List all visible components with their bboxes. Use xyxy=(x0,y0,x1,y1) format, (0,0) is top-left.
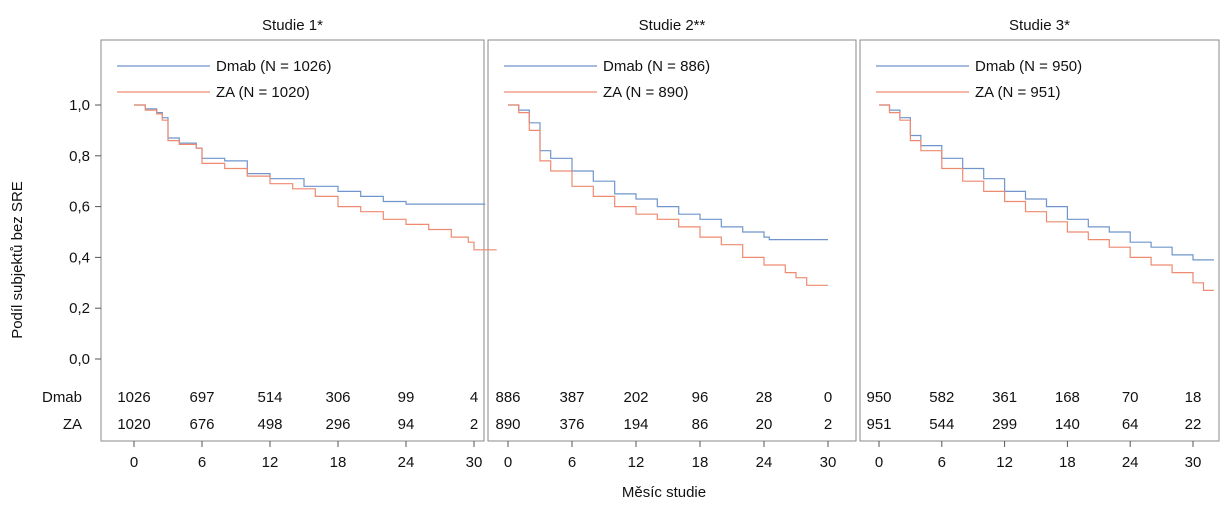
km-curve-za xyxy=(508,104,828,286)
x-tick-label: 24 xyxy=(398,454,415,471)
at-risk-value-za: 22 xyxy=(1185,416,1202,433)
at-risk-value-za: 140 xyxy=(1055,416,1080,433)
panel-frames xyxy=(100,39,1220,442)
at-risk-value-za: 676 xyxy=(189,416,214,433)
panel-2: Studie 2** Dmab (N = 886) ZA (N = 890) 886 3… xyxy=(495,17,832,433)
x-tick-label: 0 xyxy=(875,454,883,471)
at-risk-value-za: 86 xyxy=(692,416,709,433)
x-tick-label: 24 xyxy=(756,454,773,471)
y-tick-label: 0,0 xyxy=(69,351,90,368)
x-axis-label: Měsíc studie xyxy=(622,484,706,501)
x-tick-label: 12 xyxy=(996,454,1013,471)
legend-label-dmab: Dmab (N = 950) xyxy=(975,58,1082,75)
panel-3: Studie 3* Dmab (N = 950) ZA (N = 951) 950 58… xyxy=(866,17,1214,433)
risk-row-label: Dmab xyxy=(42,389,82,406)
x-tick-label: 6 xyxy=(938,454,946,471)
at-risk-value-dmab: 697 xyxy=(189,389,214,406)
x-tick-label: 18 xyxy=(330,454,347,471)
panel-title: Studie 3* xyxy=(1009,17,1070,34)
panel-title: Studie 1* xyxy=(262,17,323,34)
x-tick-label: 30 xyxy=(820,454,837,471)
km-curve-za xyxy=(879,104,1214,291)
at-risk-value-za: 890 xyxy=(495,416,520,433)
at-risk-value-dmab: 886 xyxy=(495,389,520,406)
at-risk-value-za: 498 xyxy=(257,416,282,433)
km-curve-za xyxy=(134,104,497,251)
at-risk-value-dmab: 96 xyxy=(692,389,709,406)
panel-frame xyxy=(487,39,857,442)
legend-label-za: ZA (N = 951) xyxy=(975,84,1060,101)
y-tick-label: 1,0 xyxy=(69,97,90,114)
at-risk-value-za: 64 xyxy=(1122,416,1139,433)
at-risk-value-za: 94 xyxy=(398,416,415,433)
x-tick-label: 12 xyxy=(628,454,645,471)
y-axis-label: Podíl subjektů bez SRE xyxy=(9,181,26,339)
at-risk-value-dmab: 361 xyxy=(992,389,1017,406)
x-tick-label: 0 xyxy=(130,454,138,471)
x-tick-label: 6 xyxy=(568,454,576,471)
at-risk-value-dmab: 514 xyxy=(257,389,282,406)
x-tick-label: 30 xyxy=(1185,454,1202,471)
at-risk-value-za: 376 xyxy=(559,416,584,433)
panel-title: Studie 2** xyxy=(639,17,706,34)
legend-label-za: ZA (N = 1020) xyxy=(216,84,310,101)
x-tick-label: 18 xyxy=(1059,454,1076,471)
at-risk-value-dmab: 18 xyxy=(1185,389,1202,406)
panel-frame xyxy=(859,39,1220,442)
legend-label-dmab: Dmab (N = 1026) xyxy=(216,58,331,75)
at-risk-value-za: 1020 xyxy=(117,416,150,433)
at-risk-value-za: 2 xyxy=(824,416,832,433)
legend-label-za: ZA (N = 890) xyxy=(603,84,688,101)
at-risk-value-dmab: 950 xyxy=(866,389,891,406)
at-risk-value-za: 544 xyxy=(929,416,954,433)
at-risk-value-dmab: 387 xyxy=(559,389,584,406)
x-axis: 0 6 12 18 24 30 0 6 12 18 24 30 0 6 12 18 24 30 xyxy=(130,441,1202,471)
x-tick-label: 12 xyxy=(262,454,279,471)
at-risk-value-dmab: 99 xyxy=(398,389,415,406)
at-risk-value-dmab: 70 xyxy=(1122,389,1139,406)
panel-1: Studie 1* Dmab (N = 1026) ZA (N = 1020) 102… xyxy=(117,17,497,433)
at-risk-value-za: 194 xyxy=(623,416,648,433)
x-tick-label: 18 xyxy=(692,454,709,471)
y-tick-label: 0,8 xyxy=(69,148,90,165)
at-risk-value-za: 299 xyxy=(992,416,1017,433)
at-risk-value-za: 951 xyxy=(866,416,891,433)
y-axis: 1,0 0,8 0,6 0,4 0,2 0,0 Dmab ZA xyxy=(42,97,101,433)
y-tick-label: 0,4 xyxy=(69,249,90,266)
at-risk-value-dmab: 306 xyxy=(325,389,350,406)
at-risk-value-dmab: 0 xyxy=(824,389,832,406)
at-risk-value-za: 2 xyxy=(470,416,478,433)
km-curve-dmab xyxy=(508,104,828,241)
at-risk-value-dmab: 1026 xyxy=(117,389,150,406)
legend-label-dmab: Dmab (N = 886) xyxy=(603,58,710,75)
at-risk-value-za: 296 xyxy=(325,416,350,433)
y-tick-label: 0,2 xyxy=(69,300,90,317)
x-tick-label: 6 xyxy=(198,454,206,471)
risk-row-label: ZA xyxy=(63,416,82,433)
x-tick-label: 30 xyxy=(466,454,483,471)
x-tick-label: 24 xyxy=(1122,454,1139,471)
at-risk-value-dmab: 582 xyxy=(929,389,954,406)
panels: Studie 1* Dmab (N = 1026) ZA (N = 1020) 102… xyxy=(117,17,1214,433)
km-curve-dmab xyxy=(879,104,1214,261)
panel-frame xyxy=(100,39,485,442)
at-risk-value-dmab: 202 xyxy=(623,389,648,406)
at-risk-value-za: 20 xyxy=(756,416,773,433)
at-risk-value-dmab: 168 xyxy=(1055,389,1080,406)
at-risk-value-dmab: 4 xyxy=(470,389,478,406)
y-tick-label: 0,6 xyxy=(69,199,90,216)
at-risk-value-dmab: 28 xyxy=(756,389,773,406)
x-tick-label: 0 xyxy=(504,454,512,471)
